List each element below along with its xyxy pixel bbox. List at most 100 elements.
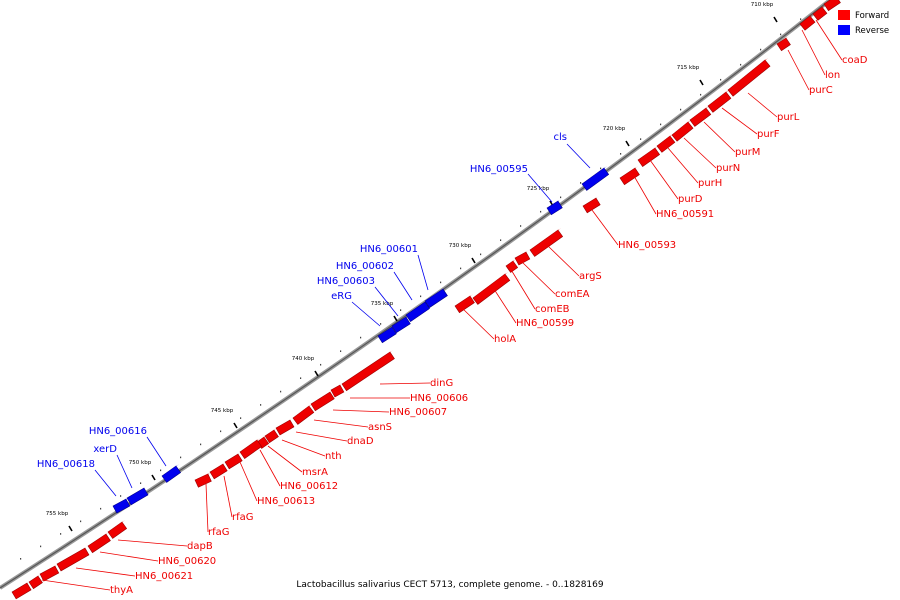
gene-feature (39, 565, 60, 582)
scale-tick-label: 745 kbp (211, 408, 234, 414)
gene-feature-top (276, 418, 293, 428)
gene-feature (292, 405, 315, 425)
forward-leader-line (815, 19, 843, 61)
gene-feature-top (800, 14, 813, 24)
scale-tick-label: 710 kbp (751, 2, 774, 8)
forward-leader-line (491, 285, 517, 324)
forward-gene-label: HN6_00593 (618, 240, 676, 251)
forward-gene-label: dnaD (347, 436, 374, 447)
forward-leader-line (521, 261, 556, 295)
scale-minor-tick (360, 336, 362, 339)
forward-gene-label: purC (809, 85, 833, 96)
scale-minor-tick (580, 182, 582, 184)
scale-minor-tick (400, 309, 402, 311)
scale-minor-tick (500, 239, 502, 241)
scale-minor-tick (100, 507, 102, 510)
scale-dots (20, 18, 802, 560)
forward-leader-line (41, 579, 111, 591)
scale-minor-tick (720, 78, 722, 81)
scale-minor-tick (260, 404, 262, 406)
scale-minor-tick (40, 545, 42, 548)
scale-minor-tick (420, 295, 422, 298)
scale-tick-mark (471, 257, 476, 264)
scale-minor-tick (80, 520, 82, 523)
gene-feature-top (425, 287, 446, 301)
forward-gene-label: comEA (555, 289, 590, 300)
forward-gene-label: thyA (110, 585, 133, 596)
gene-feature-top (638, 146, 658, 160)
forward-gene-label: argS (579, 271, 602, 282)
reverse-gene-label: HN6_00616 (89, 426, 147, 437)
gene-feature (11, 582, 32, 600)
scale-tick-label: 735 kbp (371, 301, 394, 307)
reverse-leader-line (94, 469, 117, 497)
gene-feature-top (708, 90, 729, 106)
gene-feature-top (728, 58, 768, 90)
forward-gene-label: coaD (842, 55, 868, 66)
gene-feature-top (162, 464, 179, 476)
legend-forward-label: Forward (855, 11, 889, 21)
gene-feature (546, 200, 563, 216)
gene-feature-top (657, 134, 673, 146)
forward-genes (11, 0, 841, 600)
scale-minor-tick (600, 167, 602, 170)
gene-feature (637, 147, 661, 167)
forward-gene-label: rfaG (208, 527, 230, 538)
scale-minor-tick (60, 533, 62, 535)
scale-tick-mark (151, 474, 156, 481)
reverse-leader-line (393, 271, 413, 301)
gene-feature (582, 197, 601, 214)
forward-gene-label: rfaG (232, 512, 254, 523)
scale-tick-mark (699, 79, 704, 86)
gene-feature (87, 533, 111, 554)
scale-minor-tick (340, 350, 342, 352)
reverse-gene-label: HN6_00602 (336, 261, 394, 272)
forward-leader-line (332, 409, 390, 413)
forward-leader-line (703, 121, 736, 153)
forward-leader-line (281, 439, 326, 457)
reverse-gene-label: HN6_00595 (470, 164, 528, 175)
forward-leader-line (509, 267, 536, 310)
forward-gene-label: HN6_00599 (516, 318, 574, 329)
forward-leader-line (721, 107, 758, 135)
gene-feature-top (672, 120, 691, 135)
gene-feature-top (331, 383, 343, 390)
reverse-leader-line (417, 254, 429, 291)
forward-gene-label: HN6_00621 (135, 571, 193, 582)
scale-minor-tick (200, 443, 202, 446)
reverse-gene-label: cls (554, 132, 568, 143)
gene-feature (707, 91, 732, 113)
scale-ticks: 710 kbp 715 kbp 720 kbp 725 kbp 730 kbp 735 k… (46, 2, 778, 532)
gene-feature-top (506, 259, 516, 266)
gene-feature (581, 167, 610, 191)
scale-minor-tick (640, 138, 642, 140)
gene-feature-top (265, 428, 277, 436)
gene-feature (529, 229, 564, 257)
forward-leader-line (313, 419, 369, 428)
gene-feature-top (293, 404, 312, 418)
forward-leader-line (295, 431, 348, 442)
forward-leader-line (223, 475, 233, 518)
forward-gene-label: purH (698, 178, 722, 189)
scale-tick-mark (68, 525, 73, 532)
gene-feature (619, 167, 640, 186)
gene-feature-top (620, 166, 638, 178)
forward-gene-label: purD (678, 194, 703, 205)
reverse-leader-line (527, 173, 553, 203)
forward-gene-label: HN6_00591 (656, 209, 714, 220)
gene-feature-top (547, 199, 561, 208)
scale-minor-tick (440, 281, 442, 284)
gene-feature-top (515, 250, 529, 258)
forward-leader-line (683, 137, 717, 169)
gene-feature-top (240, 438, 260, 452)
gene-feature-top (392, 315, 409, 326)
forward-gene-label: HN6_00607 (389, 407, 447, 418)
scale-minor-tick (240, 417, 242, 419)
gene-feature (310, 391, 335, 412)
scale-minor-tick (140, 482, 142, 484)
scale-minor-tick (280, 390, 282, 393)
forward-leader-line (461, 307, 495, 340)
forward-leader-line (239, 461, 258, 502)
gene-feature-top (813, 5, 825, 14)
